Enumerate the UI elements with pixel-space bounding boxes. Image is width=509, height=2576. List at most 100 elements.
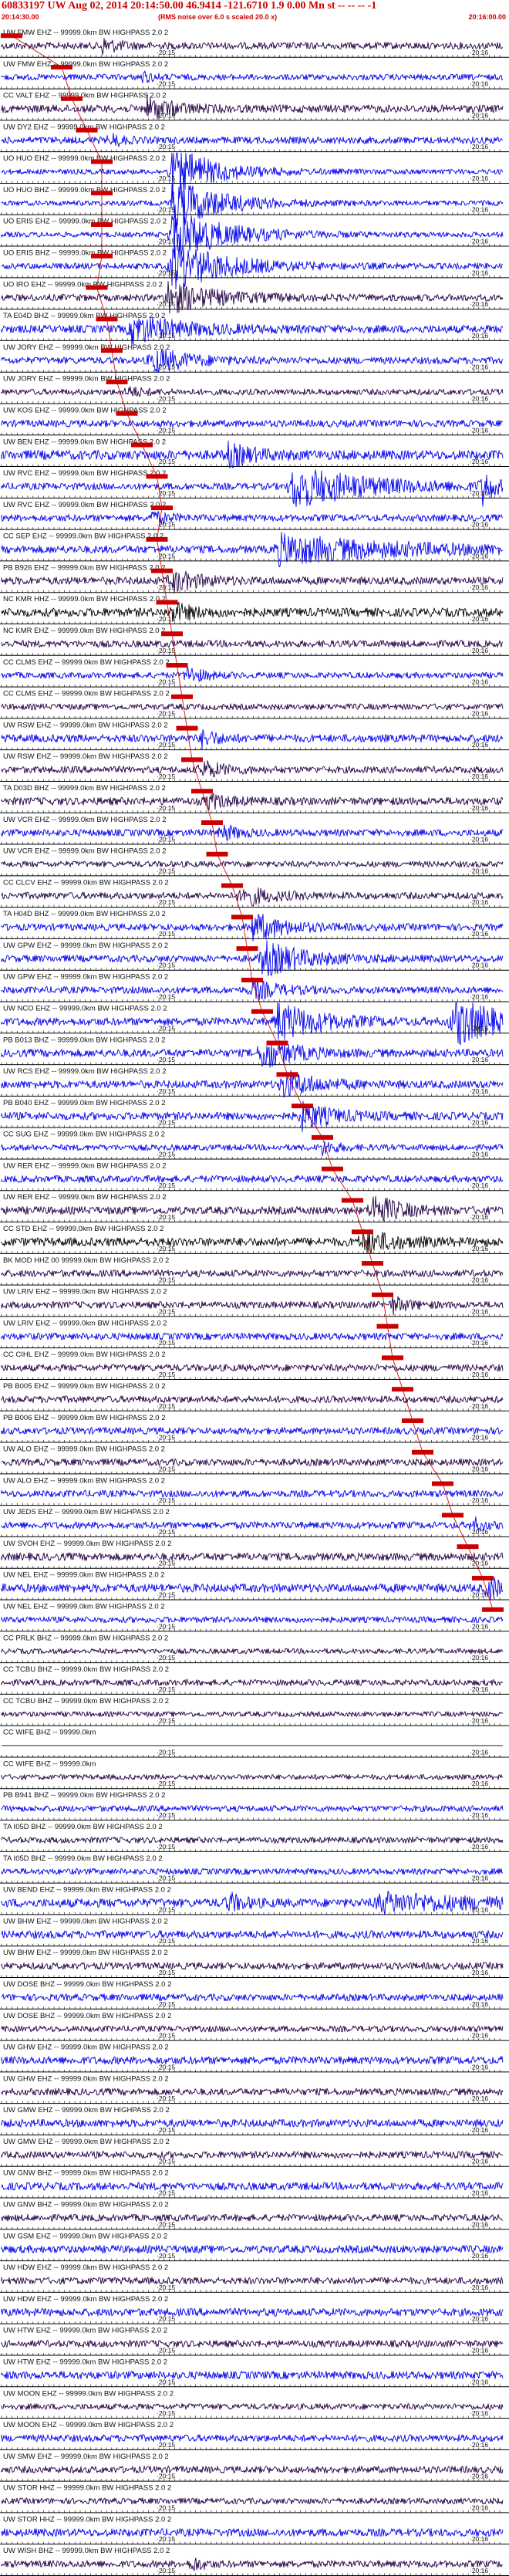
time-mark: ·20:15: [157, 332, 175, 340]
trace-label: UW VCR EHZ -- 99999.0km BW HIGHPASS 2.0 …: [3, 847, 167, 856]
waveform: [1, 2182, 504, 2191]
trace-label: CC TCBU BHZ -- 99999.0km BW HIGHPASS 2.0…: [3, 1697, 169, 1706]
trace-label: UW NEL EHZ -- 99999.0km BW HIGHPASS 2.0 …: [3, 1571, 165, 1580]
second-ticks: [1, 1912, 501, 1915]
trace-label: NC KMR HHZ -- 99999.0km BW HIGHPASS 2.0 …: [3, 595, 166, 603]
trace-row: TA I05D BHZ -- 99999.0km BW HIGHPASS 2.0…: [0, 1854, 509, 1884]
second-ticks: [1, 2226, 501, 2229]
trace-row: UW JEDS EHZ -- 99999.0km BW HIGHPASS 2.0…: [0, 1508, 509, 1537]
waveform: [1, 2118, 504, 2128]
waveform: [1, 640, 504, 648]
time-mark: ·20:16: [470, 615, 488, 623]
trace-row: CC STD EHZ -- 99999.0km BW HIGHPASS 2.0 …: [0, 1225, 509, 1254]
time-mark: ·20:16: [470, 583, 488, 591]
trace-label: UW GMW EHZ -- 99999.0km BW HIGHPASS 2.0 …: [3, 2106, 170, 2115]
waveform: [1, 2403, 504, 2410]
waveform: [1, 1141, 504, 1157]
time-mark: ·20:15: [157, 678, 175, 686]
time-mark: ·20:15: [157, 238, 175, 245]
time-mark: ·20:16: [470, 1528, 488, 1536]
trace-row: CC TCBU BHZ -- 99999.0km BW HIGHPASS 2.0…: [0, 1665, 509, 1695]
trace-row: UW GMW EHZ -- 99999.0km BW HIGHPASS 2.0 …: [0, 2106, 509, 2135]
time-mark: ·20:16: [470, 80, 488, 88]
time-mark: ·20:15: [157, 1875, 175, 1882]
trace-label: UW RSW EHZ -- 99999.0km BW HIGHPASS 2.0 …: [3, 721, 168, 729]
trace-row: NC KMR HHZ -- 99999.0km BW HIGHPASS 2.0 …: [0, 595, 509, 625]
trace-label: UW BHW EHZ -- 99999.0km BW HIGHPASS 2.0 …: [3, 1917, 168, 1925]
trace-row: TA E04D BHZ -- 99999.0km BW HIGHPASS 2.0…: [0, 312, 509, 347]
time-mark: ·20:15: [157, 1371, 175, 1378]
time-mark: ·20:16: [470, 1560, 488, 1567]
waveform: [1, 1269, 504, 1278]
trace-row: UO HUO BHZ -- 99999.0km BW HIGHPASS 2.0 …: [0, 184, 509, 227]
trace-row: UW GNW BHZ -- 99999.0km BW HIGHPASS 2.0 …: [0, 2201, 509, 2230]
trace-label: TA H04D BHZ -- 99999.0km BW HIGHPASS 2.0…: [3, 910, 166, 918]
second-ticks: [1, 1881, 501, 1884]
trace-row: CC WIFE BHZ -- 99999.0km ·20:15 ·20:16: [0, 1760, 509, 1790]
waveform: [1, 1100, 504, 1132]
waveform: [1, 1458, 504, 1466]
trace-label: UW GNW BHZ -- 99999.0km BW HIGHPASS 2.0 …: [3, 2169, 169, 2178]
second-ticks: [1, 401, 501, 404]
second-ticks: [1, 338, 501, 341]
start-time-label: 20:14:30.00: [2, 13, 39, 21]
trace-label: CC STD EHZ -- 99999.0km BW HIGHPASS 2.0 …: [3, 1225, 163, 1233]
waveform: [1, 1175, 504, 1183]
trace-row: UW RCS EHZ -- 99999.0km BW HIGHPASS 2.0 …: [0, 1067, 509, 1098]
waveform: [1, 70, 504, 83]
trace-label: CC SUG EHZ -- 99999.0km BW HIGHPASS 2.0 …: [3, 1131, 165, 1139]
waveform: [1, 2434, 504, 2442]
second-ticks: [1, 842, 501, 845]
second-ticks: [1, 2069, 501, 2072]
second-ticks: [1, 212, 501, 215]
pick-moveout-line: [11, 35, 494, 1610]
time-mark: ·20:15: [157, 898, 175, 906]
trace-row: PB B013 BHZ -- 99999.0km BW HIGHPASS 2.0…: [0, 1036, 509, 1068]
time-mark: ·20:15: [157, 394, 175, 402]
time-mark: ·20:15: [157, 1339, 175, 1347]
trace-label: UW SVOH EHZ -- 99999.0km BW HIGHPASS 2.0…: [3, 1540, 171, 1548]
waveform: [1, 1332, 504, 1340]
second-ticks: [1, 1251, 501, 1254]
trace-label: UW RER EHZ -- 99999.0km BW HIGHPASS 2.0 …: [3, 1193, 167, 1202]
trace-row: UW HTW EHZ -- 99999.0km BW HIGHPASS 2.0 …: [0, 2358, 509, 2388]
trace-label: UW SMW EHZ -- 99999.0km BW HIGHPASS 2.0 …: [3, 2453, 169, 2461]
time-mark: ·20:15: [157, 269, 175, 276]
time-mark: ·20:16: [470, 2032, 488, 2040]
time-mark: ·20:15: [157, 489, 175, 497]
trace-label: UW GSM EHZ -- 99999.0km BW HIGHPASS 2.0 …: [3, 2232, 167, 2240]
second-ticks: [1, 495, 501, 499]
trace-label: UW JORY EHZ -- 99999.0km BW HIGHPASS 2.0…: [3, 375, 170, 384]
trace-row: UW GNW BHZ -- 99999.0km BW HIGHPASS 2.0 …: [0, 2169, 509, 2199]
second-ticks: [1, 2352, 501, 2355]
waveform: [1, 1648, 504, 1655]
time-mark: ·20:15: [157, 836, 175, 843]
time-mark: ·20:16: [470, 2126, 488, 2134]
time-mark: ·20:16: [470, 49, 488, 56]
second-ticks: [1, 464, 501, 467]
time-mark: ·20:15: [157, 1560, 175, 1567]
second-ticks: [1, 2384, 501, 2387]
time-mark: ·20:15: [157, 426, 175, 434]
time-mark: ·20:16: [470, 1654, 488, 1662]
time-mark: ·20:16: [470, 1875, 488, 1882]
trace-row: PB B941 BHZ -- 99999.0km BW HIGHPASS 2.0…: [0, 1791, 509, 1821]
time-mark: ·20:15: [157, 1717, 175, 1725]
trace-label: CC CLCV EHZ -- 99999.0km BW HIGHPASS 2.0…: [3, 878, 169, 887]
time-mark: ·20:16: [470, 1905, 488, 1913]
trace-label: TA E04D BHZ -- 99999.0km BW HIGHPASS 2.0…: [3, 312, 165, 320]
trace-label: CC WIFE BHZ -- 99999.0km: [3, 1760, 96, 1768]
waveform: [1, 1552, 504, 1561]
trace-label: UW BEND EHZ -- 99999.0km BW HIGHPASS 2.0…: [3, 1886, 171, 1895]
second-ticks: [1, 2321, 501, 2324]
time-mark: ·20:15: [157, 1119, 175, 1127]
time-mark: ·20:15: [157, 1182, 175, 1189]
trace-row: PB B005 EHZ -- 99999.0km BW HIGHPASS 2.0…: [0, 1382, 509, 1411]
second-ticks: [1, 2196, 501, 2199]
time-mark: ·20:15: [157, 2126, 175, 2134]
end-time-label: 20:16:00.00: [468, 13, 506, 21]
trace-label: UW STOR HHZ -- 99999.0km BW HIGHPASS 2.0…: [3, 2484, 171, 2493]
time-mark: ·20:15: [157, 615, 175, 623]
second-ticks: [1, 936, 501, 939]
waveform: [1, 703, 504, 711]
